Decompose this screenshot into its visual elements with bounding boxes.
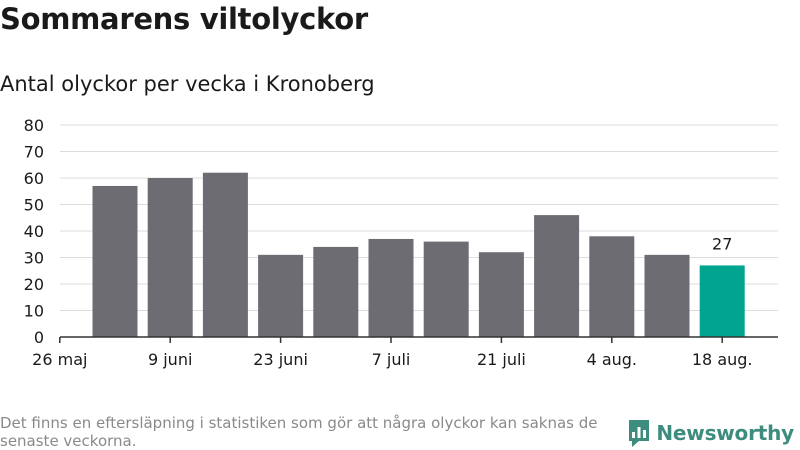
bar <box>534 215 580 337</box>
bar <box>644 254 690 337</box>
y-tick-label: 80 <box>24 116 44 135</box>
bar <box>92 185 138 337</box>
y-tick-label: 30 <box>24 249 44 268</box>
x-tick-label: 4 aug. <box>587 350 637 369</box>
newsworthy-logo: Newsworthy <box>627 418 794 448</box>
bar <box>368 238 414 337</box>
chart-subtitle: Antal olyckor per vecka i Kronoberg <box>0 72 375 96</box>
footnote: Det finns en eftersläpning i statistiken… <box>0 414 598 450</box>
data-label: 27 <box>712 234 732 253</box>
chart-title: Sommarens viltolyckor <box>0 2 368 36</box>
bar <box>589 236 635 337</box>
bar-chart-icon <box>629 420 650 447</box>
logo-text: Newsworthy <box>656 421 794 445</box>
x-tick-label: 23 juni <box>253 350 308 369</box>
bar <box>258 254 304 337</box>
bar <box>423 241 469 337</box>
y-tick-label: 40 <box>24 222 44 241</box>
x-tick-label: 21 juli <box>477 350 526 369</box>
y-tick-label: 20 <box>24 275 44 294</box>
x-tick-label: 18 aug. <box>692 350 753 369</box>
y-tick-label: 60 <box>24 169 44 188</box>
bar <box>313 246 359 337</box>
x-tick-label: 26 maj <box>32 350 87 369</box>
y-tick-label: 0 <box>34 328 44 347</box>
bar <box>202 172 248 337</box>
bar <box>147 178 193 337</box>
bar <box>478 252 524 337</box>
bar-chart: 0 10 20 30 40 50 60 70 80 27 26 maj 9 juni 23 juni 7 … <box>24 116 778 369</box>
x-tick-label: 7 juli <box>372 350 411 369</box>
x-tick-label: 9 juni <box>148 350 192 369</box>
y-tick-label: 10 <box>24 302 44 321</box>
y-tick-label: 50 <box>24 196 44 215</box>
bar <box>699 265 745 337</box>
y-tick-label: 70 <box>24 143 44 162</box>
